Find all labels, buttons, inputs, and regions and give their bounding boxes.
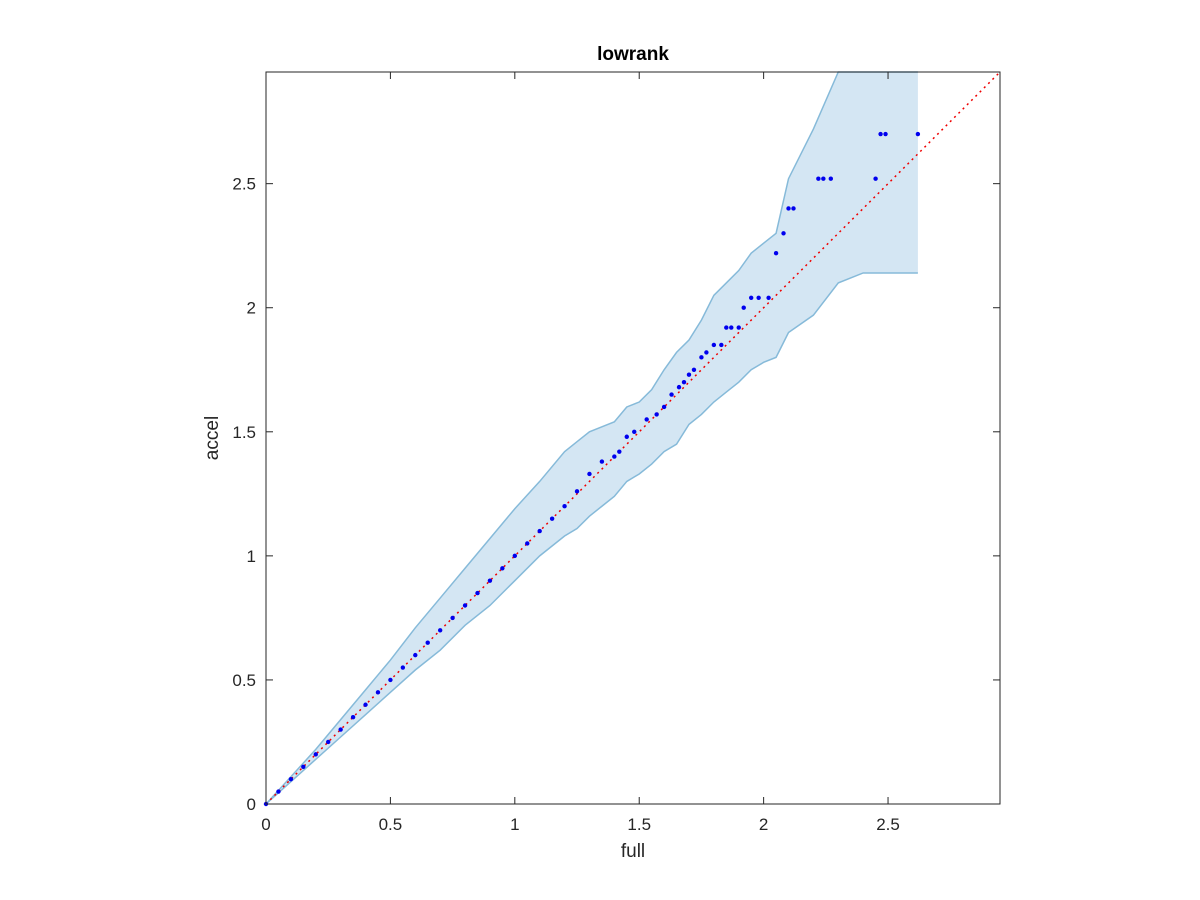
x-axis: 0 0.5 1 1.5 2 2.5 [261, 72, 900, 834]
data-point [741, 305, 746, 310]
data-point [786, 206, 791, 211]
data-point [883, 131, 888, 137]
data-point [644, 417, 649, 422]
y-tick-label: 0.5 [232, 671, 256, 690]
data-point [691, 367, 697, 372]
confidence-band [265, 71, 918, 805]
data-point [756, 295, 761, 301]
data-point [375, 690, 381, 695]
y-tick-label: 2.5 [232, 175, 256, 194]
data-point [562, 504, 567, 509]
data-point [704, 350, 709, 355]
y-axis-label: accel [202, 416, 223, 460]
x-tick-label: 1.5 [627, 815, 651, 834]
x-axis-label: full [621, 841, 645, 862]
data-point [915, 131, 921, 137]
data-point [878, 131, 883, 137]
data-point [276, 789, 281, 794]
data-point [512, 553, 518, 559]
data-point [437, 628, 443, 633]
data-point [736, 325, 741, 330]
data-point [301, 764, 306, 769]
axes-frame [265, 71, 1001, 805]
y-tick-label: 1 [247, 547, 256, 566]
band-lower-edge [265, 272, 918, 805]
data-point [669, 392, 674, 397]
data-point [686, 372, 692, 377]
data-point [350, 714, 356, 720]
data-point [549, 516, 555, 521]
data-point [791, 206, 796, 211]
data-point [450, 615, 455, 621]
x-tick-label: 2.5 [876, 815, 900, 834]
data-point [766, 295, 771, 301]
y-tick-label: 1.5 [232, 423, 256, 442]
data-point [425, 640, 430, 645]
data-point [773, 250, 779, 256]
data-point [719, 342, 724, 348]
data-point [537, 528, 542, 534]
data-point [617, 449, 622, 454]
data-point [654, 412, 659, 417]
data-point [413, 652, 418, 658]
x-tick-label: 2 [759, 815, 768, 834]
data-point [699, 355, 704, 360]
data-point [587, 471, 592, 477]
chart-title: lowrank [597, 44, 669, 65]
data-point [676, 384, 682, 390]
data-point [624, 434, 629, 439]
y-tick-label: 0 [247, 795, 256, 814]
data-points [263, 131, 921, 807]
y-tick-label: 2 [247, 299, 256, 318]
data-point [681, 379, 687, 385]
data-point [729, 325, 734, 330]
data-point [475, 590, 480, 596]
data-point [462, 603, 468, 608]
data-point [363, 702, 368, 707]
data-point [612, 454, 617, 459]
data-point [500, 566, 505, 571]
x-tick-label: 0.5 [379, 815, 403, 834]
data-point [487, 578, 493, 583]
band-fill [266, 72, 918, 804]
data-point [400, 665, 406, 670]
data-point [632, 429, 637, 434]
x-tick-label: 0 [261, 815, 270, 834]
data-point [388, 677, 393, 683]
data-point [313, 752, 318, 757]
data-point [599, 459, 605, 464]
data-point [574, 489, 580, 494]
data-point [828, 176, 834, 181]
data-point [338, 727, 343, 732]
data-point [781, 231, 786, 236]
data-point [724, 325, 729, 330]
x-tick-label: 1 [510, 815, 519, 834]
data-point [288, 776, 294, 782]
y-axis: 0 0.5 1 1.5 2 2.5 [232, 175, 1000, 814]
data-point [525, 541, 530, 546]
data-point [816, 176, 821, 181]
data-point [821, 176, 826, 181]
band-upper-edge [265, 71, 918, 805]
data-point [873, 176, 878, 181]
data-point [711, 342, 717, 348]
plot-area [263, 71, 1001, 807]
data-point [661, 404, 667, 410]
data-point [326, 739, 331, 745]
data-point [748, 295, 754, 301]
